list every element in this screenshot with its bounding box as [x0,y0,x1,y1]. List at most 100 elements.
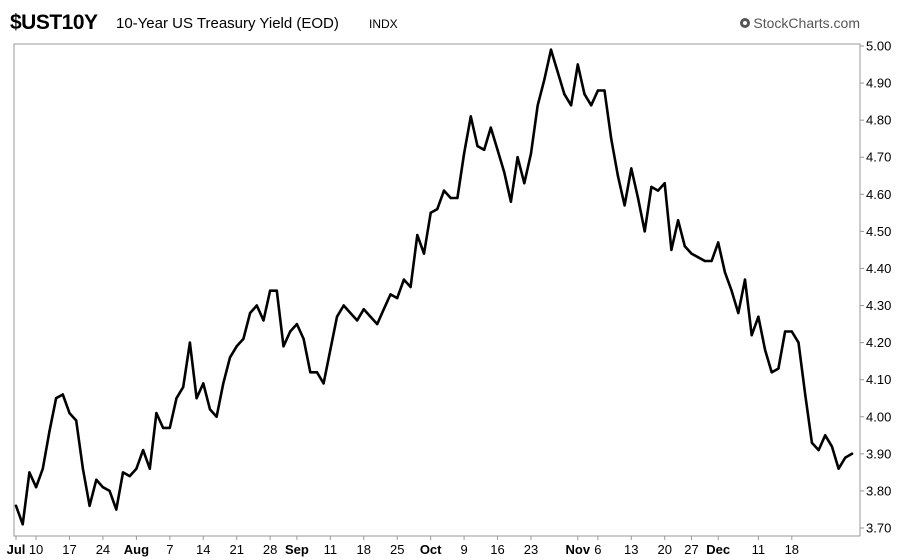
ticker-symbol: $UST10Y [10,11,98,34]
data-point [335,315,339,318]
data-point [630,167,633,170]
data-point [429,211,432,214]
data-point [596,89,600,92]
data-point [576,63,579,66]
yield-line-series [14,48,854,526]
data-point [128,474,131,478]
data-point [175,397,178,400]
data-point [436,207,439,211]
data-point [723,271,727,274]
y-tick-label: 4.40 [866,261,891,276]
data-point [703,259,707,263]
data-point [355,319,359,322]
data-point [188,341,192,344]
data-point [302,337,305,341]
x-tick-day-label: 18 [357,542,371,557]
data-points [14,48,854,526]
y-tick-label: 4.60 [866,187,891,202]
data-point [817,448,820,452]
data-point [830,445,834,448]
data-point [543,78,546,81]
data-point [322,382,325,385]
data-point [616,174,620,177]
data-point [837,467,840,470]
exchange-label: INDX [369,17,398,31]
data-point [590,104,593,107]
x-tick-month-label: Dec [706,542,730,557]
data-point [228,356,232,359]
data-point [289,330,292,333]
data-point [75,419,78,422]
data-point [797,341,800,344]
x-tick-month-label: Nov [566,542,591,557]
data-point [396,296,399,300]
data-point [108,489,111,493]
x-tick-day-label: 10 [29,542,43,557]
data-point [683,245,686,248]
data-point [168,426,171,430]
data-point [529,152,533,155]
data-point [61,393,64,396]
x-tick-day-label: 27 [684,542,698,557]
data-point [610,137,613,140]
x-tick-day-label: 9 [460,542,467,557]
data-point [516,156,519,159]
data-point [135,467,138,470]
y-tick-label: 4.20 [866,335,891,350]
data-point [743,278,747,281]
data-point [295,322,299,326]
data-point [483,148,486,151]
data-point [369,315,372,318]
data-point [208,408,212,411]
data-point [275,289,278,292]
data-point [41,467,44,470]
y-tick-label: 3.70 [866,521,891,536]
data-point [382,308,385,311]
x-tick-day-label: 25 [390,542,404,557]
data-point [182,385,185,389]
stockcharts-logo-icon [740,18,751,28]
data-point [456,196,459,200]
data-point [34,486,38,489]
data-point [349,311,352,315]
x-tick-day-label: 17 [62,542,76,557]
data-point [14,504,18,507]
data-point [422,252,426,255]
data-point [710,259,713,263]
data-point [737,311,740,315]
data-point [757,315,760,318]
chart-header: $UST10Y 10-Year US Treasury Yield (EOD) … [0,0,906,44]
data-point [650,185,653,189]
data-point [449,196,452,200]
x-tick-day-label: 28 [263,542,277,557]
data-point [81,467,85,470]
x-tick-day-label: 23 [524,542,538,557]
x-tick-day-label: 11 [752,542,766,557]
data-point [717,241,720,244]
data-point [462,152,466,155]
data-point [730,289,733,292]
data-point [663,182,666,185]
data-point [496,148,499,151]
x-tick-month-label: Aug [124,542,149,557]
data-point [850,452,854,455]
data-point [810,441,814,444]
x-tick-month-label: Sep [285,542,309,557]
y-tick-label: 3.90 [866,446,891,461]
data-point [623,204,626,207]
x-tick-day-label: 7 [166,542,173,557]
data-point [489,126,492,129]
data-point [21,523,24,526]
data-point [95,478,98,481]
data-point [28,471,31,474]
x-tick-month-label: Oct [420,542,442,557]
data-point [141,448,145,452]
data-point [255,304,258,307]
data-point [202,382,205,385]
data-point [121,471,125,474]
brand-watermark[interactable]: StockCharts.com [740,15,860,31]
data-point [148,467,151,470]
data-point [469,115,472,118]
data-point [389,293,392,296]
